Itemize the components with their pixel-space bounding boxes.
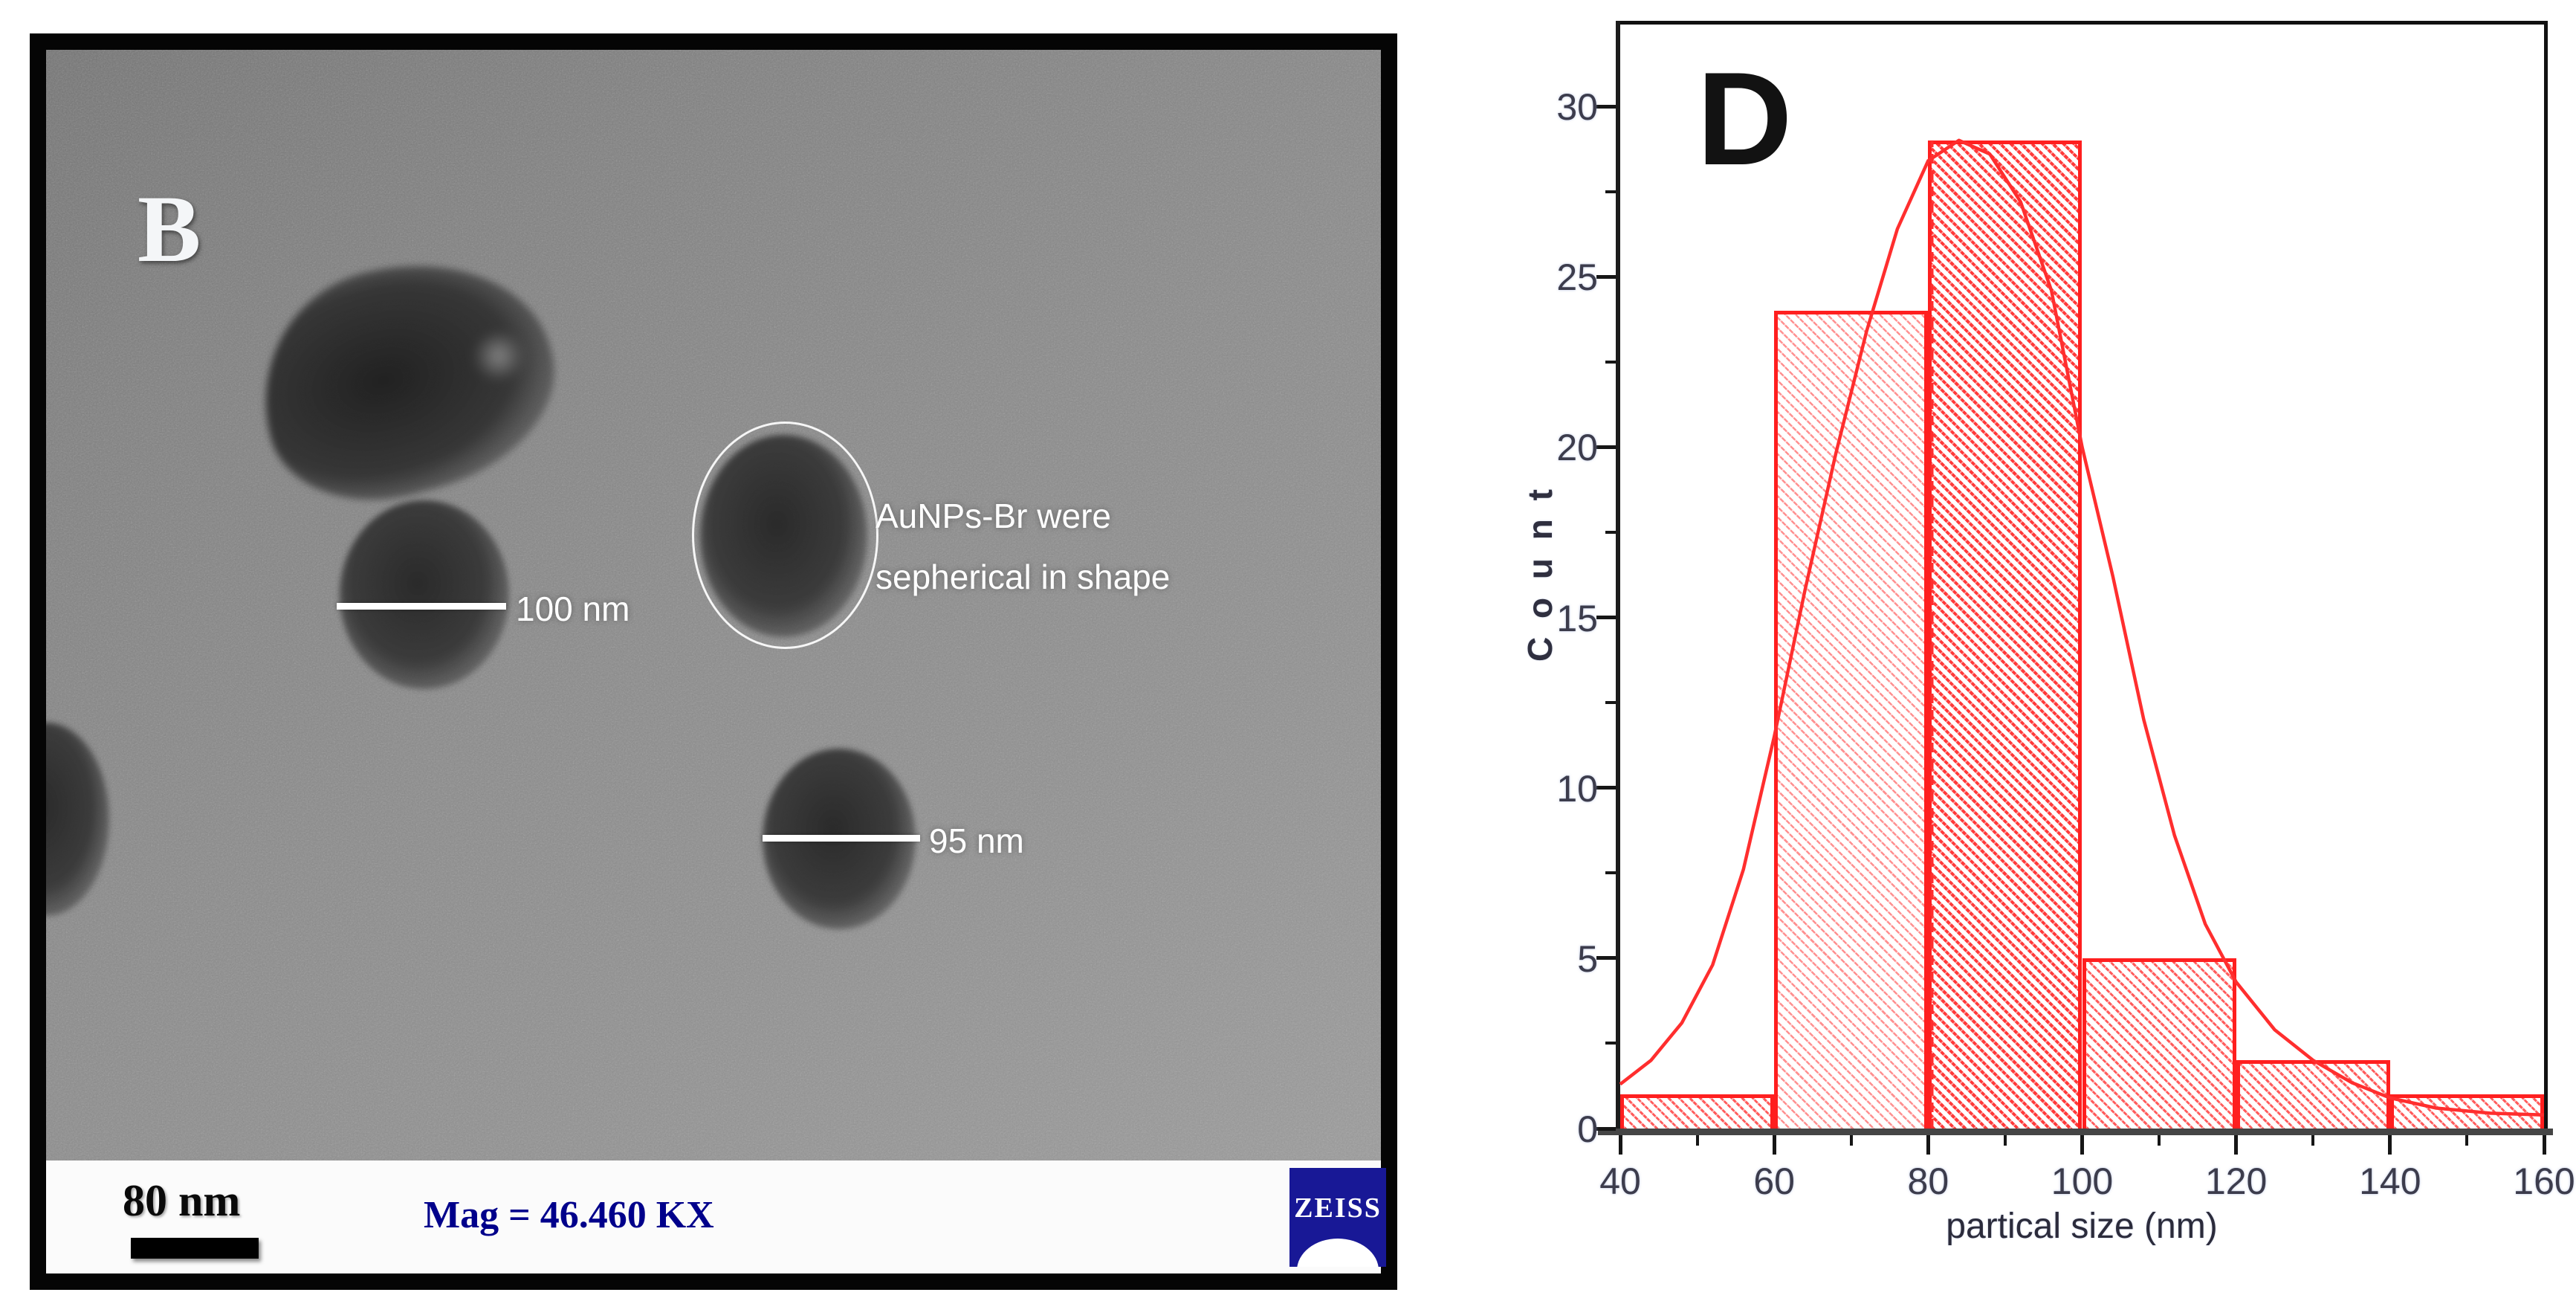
panel-b-label: B [137, 176, 201, 282]
x-tick-label: 60 [1753, 1160, 1795, 1202]
y-minor-tick [1605, 190, 1616, 193]
x-minor-tick [2465, 1135, 2469, 1146]
zeiss-logo-lens-shape [1297, 1239, 1379, 1267]
x-tick-label: 120 [2204, 1160, 2268, 1202]
y-major-tick [1596, 445, 1616, 449]
y-major-tick [1596, 786, 1616, 790]
x-tick-label: 160 [2513, 1160, 2575, 1202]
blob-light-spot [464, 326, 534, 386]
plot-area: D [1619, 25, 2545, 1129]
x-minor-tick [2158, 1135, 2161, 1146]
panel-d-label: D [1697, 45, 1793, 193]
y-minor-tick [1605, 1042, 1616, 1045]
y-tick-label: 5 [1577, 937, 1598, 980]
scale-bar [131, 1238, 259, 1259]
y-major-tick [1596, 956, 1616, 961]
y-tick-label: 25 [1556, 256, 1598, 299]
histogram-bar [1620, 1094, 1775, 1129]
fit-curve [1619, 138, 2545, 1117]
y-tick-label: 15 [1556, 597, 1598, 639]
y-tick-label: 20 [1556, 427, 1598, 469]
plot-right-border [2544, 21, 2548, 1135]
x-minor-tick [1695, 1135, 1699, 1146]
y-minor-tick [1605, 701, 1616, 705]
x-major-tick [2388, 1135, 2392, 1155]
panel-b: AuNPs-Br were sepherical in shape 100 nm… [30, 33, 1397, 1290]
y-tick-label: 30 [1556, 86, 1598, 128]
histogram-bar [1774, 311, 1929, 1129]
y-tick-label: 0 [1577, 1108, 1598, 1150]
measure-line-95nm [763, 835, 920, 842]
x-axis-title: partical size (nm) [1946, 1207, 2218, 1246]
y-major-tick [1596, 274, 1616, 279]
y-minor-tick [1605, 360, 1616, 364]
scale-bar-label: 80 nm [123, 1176, 241, 1225]
x-axis-line [1598, 1129, 2553, 1135]
particle-note-line2: sepherical in shape [876, 558, 1171, 596]
magnification-label: Mag = 46.460 KX [424, 1194, 714, 1236]
y-major-tick [1596, 616, 1616, 619]
tem-info-bar: 80 nm Mag = 46.460 KX ZEISS [46, 1160, 1386, 1273]
x-tick-label: 40 [1599, 1160, 1641, 1202]
histogram-bar [2082, 958, 2236, 1129]
x-major-tick [2234, 1135, 2239, 1155]
y-minor-tick [1605, 530, 1616, 534]
measure-label-100nm: 100 nm [516, 590, 630, 628]
tem-image: AuNPs-Br were sepherical in shape 100 nm… [46, 50, 1381, 1160]
x-tick-label: 100 [2051, 1160, 2114, 1202]
fit-curve-svg [1619, 138, 2545, 1129]
x-tick-label: 140 [2359, 1160, 2421, 1202]
zeiss-logo: ZEISS [1289, 1168, 1386, 1267]
x-major-tick [1772, 1135, 1776, 1155]
x-tick-label: 80 [1907, 1160, 1949, 1202]
x-minor-tick [2311, 1135, 2315, 1146]
ellipse-callout-outline [692, 422, 878, 649]
nanoparticle-100nm [340, 500, 509, 689]
x-minor-tick [2003, 1135, 2007, 1146]
y-axis-line [1616, 21, 1620, 1135]
x-major-tick [1926, 1135, 1930, 1155]
x-minor-tick [1849, 1135, 1853, 1146]
histogram-bar [2236, 1060, 2390, 1129]
zeiss-logo-text: ZEISS [1294, 1192, 1382, 1224]
y-tick-label: 10 [1556, 767, 1598, 810]
y-major-tick [1596, 1126, 1616, 1131]
x-major-tick [1618, 1135, 1622, 1155]
measure-line-100nm [337, 603, 506, 610]
y-axis-title: C o u n t [1521, 485, 1559, 662]
measure-label-95nm: 95 nm [929, 821, 1024, 860]
y-major-tick [1596, 104, 1616, 109]
particle-note-line1: AuNPs-Br were [876, 497, 1111, 535]
x-major-tick [2542, 1135, 2546, 1155]
x-major-tick [2080, 1135, 2084, 1155]
panel-d: D partical size (nm) C o u n t 40 60 80 100… [1412, 0, 2576, 1301]
plot-top-border [1616, 21, 2548, 25]
y-minor-tick [1605, 871, 1616, 875]
